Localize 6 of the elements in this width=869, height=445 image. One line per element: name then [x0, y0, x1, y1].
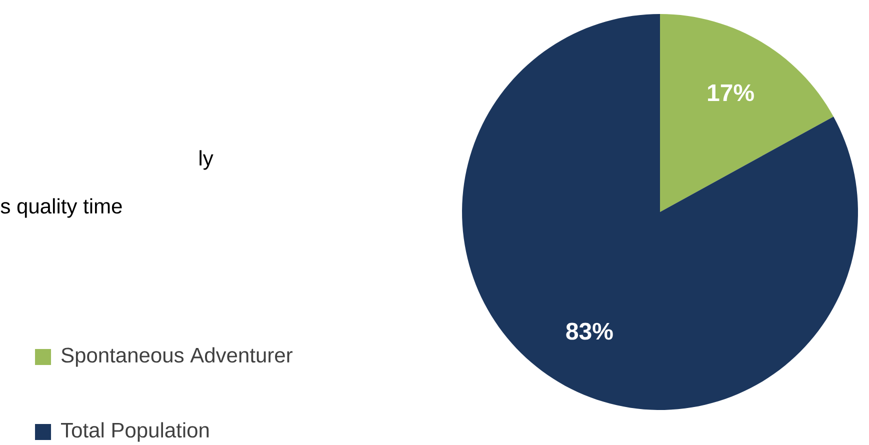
- legend-label: Total Population: [61, 422, 209, 442]
- text: s quality time: [0, 198, 122, 218]
- text: ly: [200, 150, 214, 170]
- legend-label: Spontaneous Adventurer: [62, 347, 292, 367]
- data-label: 17%: [708, 84, 754, 102]
- data-label: 83%: [566, 322, 613, 340]
